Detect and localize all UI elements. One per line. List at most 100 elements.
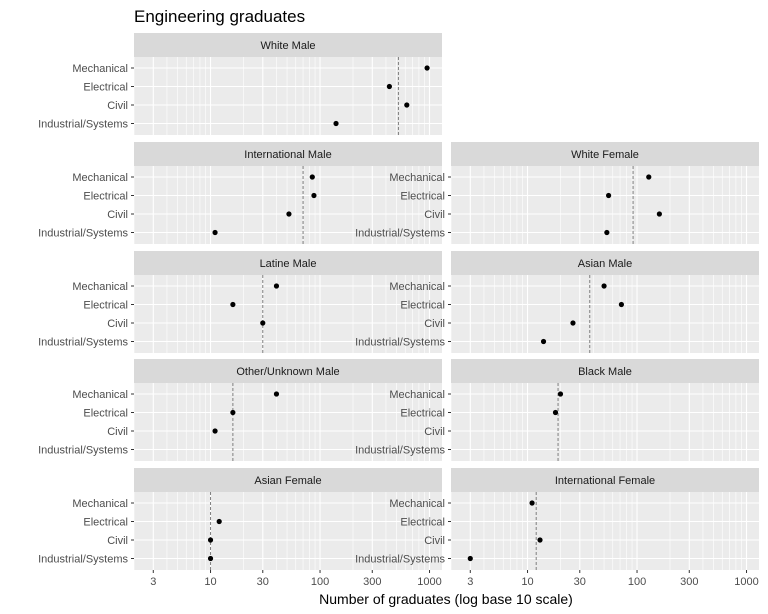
data-point xyxy=(212,229,218,236)
category-label: Mechanical xyxy=(389,498,445,510)
panels: White Male Mechanical Electrical Civil Indus… xyxy=(38,33,759,588)
panel-strip xyxy=(451,359,759,383)
data-point xyxy=(540,338,547,345)
panel-strip-label: Black Male xyxy=(578,366,632,378)
data-point xyxy=(286,211,292,217)
data-point xyxy=(273,391,280,397)
data-point xyxy=(552,409,559,416)
panel: White Female Mechanical Electrical Civil Ind… xyxy=(355,142,759,244)
category-label: Electrical xyxy=(83,191,128,203)
category-label: Electrical xyxy=(400,517,445,529)
data-point xyxy=(260,320,266,326)
data-point xyxy=(207,537,214,543)
panel: White Male Mechanical Electrical Civil Indus… xyxy=(38,33,442,135)
panel-strip xyxy=(134,251,442,275)
data-point xyxy=(618,301,625,308)
panel-plot-area xyxy=(134,275,442,353)
category-label: Civil xyxy=(424,209,445,221)
data-point xyxy=(529,500,535,506)
category-label: Industrial/Systems xyxy=(38,554,128,566)
panel: Latine Male Mechanical Electrical Civil Indu… xyxy=(38,251,442,353)
panel: Asian Male Mechanical Electrical Civil Indus… xyxy=(355,251,759,353)
data-point xyxy=(333,120,339,127)
data-point xyxy=(212,428,218,434)
x-tick-label: 10 xyxy=(521,576,533,588)
panel: Other/Unknown Male Mechanical Electrical Ci… xyxy=(38,359,442,461)
data-point xyxy=(537,537,543,543)
data-point xyxy=(646,174,652,180)
panel-strip xyxy=(134,359,442,383)
category-label: Mechanical xyxy=(72,63,128,75)
panel-strip xyxy=(134,33,442,57)
data-point xyxy=(230,301,236,308)
data-point xyxy=(230,409,236,416)
panel-strip-label: White Male xyxy=(260,40,315,52)
panel-plot-area xyxy=(134,492,442,570)
panel-strip-label: Asian Male xyxy=(578,258,632,270)
data-point xyxy=(386,83,392,90)
data-point xyxy=(216,518,222,525)
category-label: Industrial/Systems xyxy=(355,337,445,349)
category-label: Civil xyxy=(424,318,445,330)
panel-strip xyxy=(134,468,442,492)
data-point xyxy=(309,174,315,180)
category-label: Electrical xyxy=(83,517,128,529)
panel: Asian Female Mechanical Electrical Civil Ind… xyxy=(38,468,442,570)
category-label: Mechanical xyxy=(389,389,445,401)
category-label: Mechanical xyxy=(72,389,128,401)
category-label: Industrial/Systems xyxy=(38,228,128,240)
panel-strip-label: Latine Male xyxy=(260,258,317,270)
data-point xyxy=(604,229,610,236)
panel-strip xyxy=(451,251,759,275)
category-label: Civil xyxy=(107,318,128,330)
panel-strip-label: International Female xyxy=(555,475,655,487)
panel-plot-area xyxy=(134,57,442,135)
panel: International Female Mechanical Electrical… xyxy=(355,468,759,570)
category-label: Industrial/Systems xyxy=(38,445,128,457)
x-tick-label: 100 xyxy=(311,576,329,588)
panel: Black Male Mechanical Electrical Civil Indus… xyxy=(355,359,759,461)
data-point xyxy=(601,283,607,289)
panel-strip-label: Other/Unknown Male xyxy=(236,366,339,378)
panel-plot-area xyxy=(134,383,442,461)
x-tick-label: 3 xyxy=(150,576,156,588)
panel-strip-label: White Female xyxy=(571,149,639,161)
x-tick-label: 30 xyxy=(574,576,586,588)
data-point xyxy=(467,555,473,562)
category-label: Civil xyxy=(107,209,128,221)
category-label: Civil xyxy=(424,426,445,438)
category-label: Mechanical xyxy=(389,172,445,184)
data-point xyxy=(404,102,410,108)
x-tick-label: 1000 xyxy=(417,576,441,588)
panel-strip xyxy=(451,142,759,166)
panel-strip xyxy=(451,468,759,492)
data-point xyxy=(656,211,662,217)
category-label: Electrical xyxy=(400,191,445,203)
category-label: Electrical xyxy=(400,408,445,420)
category-label: Electrical xyxy=(83,408,128,420)
category-label: Civil xyxy=(107,100,128,112)
x-tick-label: 100 xyxy=(628,576,646,588)
x-axis-title: Number of graduates (log base 10 scale) xyxy=(319,591,573,607)
category-label: Industrial/Systems xyxy=(355,445,445,457)
data-point xyxy=(273,283,280,289)
category-label: Electrical xyxy=(83,82,128,94)
category-label: Industrial/Systems xyxy=(355,554,445,566)
data-point xyxy=(570,320,576,326)
category-label: Mechanical xyxy=(72,281,128,293)
category-label: Civil xyxy=(107,535,128,547)
panel: International Male Mechanical Electrical Ci… xyxy=(38,142,442,244)
data-point xyxy=(605,192,612,199)
panel-strip xyxy=(134,142,442,166)
panel-plot-area xyxy=(451,383,759,461)
x-tick-label: 300 xyxy=(363,576,381,588)
data-point xyxy=(557,391,564,397)
panel-plot-area xyxy=(451,492,759,570)
category-label: Civil xyxy=(107,426,128,438)
category-label: Industrial/Systems xyxy=(355,228,445,240)
category-label: Mechanical xyxy=(389,281,445,293)
category-label: Mechanical xyxy=(72,172,128,184)
chart-title: Engineering graduates xyxy=(134,7,305,26)
category-label: Civil xyxy=(424,535,445,547)
category-label: Mechanical xyxy=(72,498,128,510)
